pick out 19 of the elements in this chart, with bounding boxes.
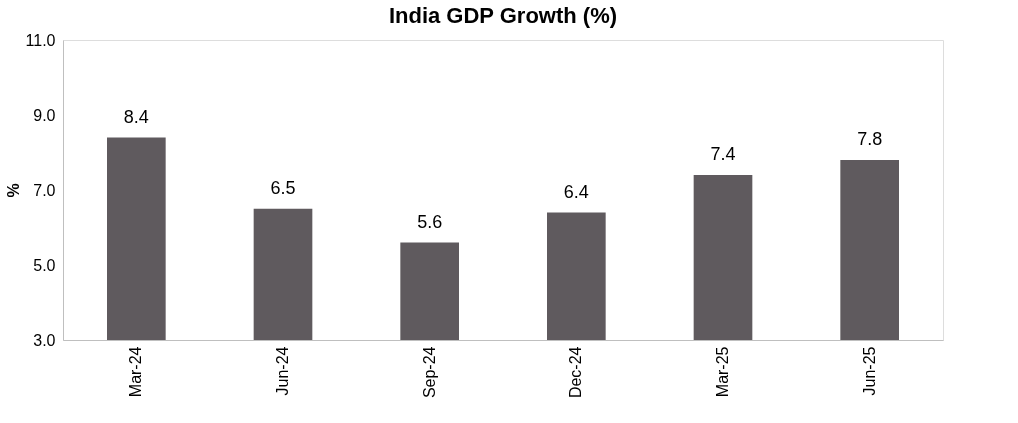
y-axis-title: %	[4, 183, 22, 198]
x-tick-label: Jun-24	[274, 346, 291, 396]
x-tick-label: Mar-25	[714, 346, 731, 398]
x-tick-label: Sep-24	[420, 346, 438, 399]
data-label: 5.6	[417, 211, 443, 232]
x-tick-label: Jun-25	[860, 346, 878, 396]
chart-title: India GDP Growth (%)	[388, 3, 618, 28]
y-tick-label: 9.0	[33, 106, 56, 124]
data-label: 6.5	[270, 177, 296, 198]
x-tick-label: Mar-24	[127, 346, 145, 398]
data-label: 7.8	[857, 129, 883, 149]
data-label: 8.4	[123, 106, 149, 127]
y-tick-label: 5.0	[33, 256, 56, 274]
data-label: 7.4	[710, 144, 736, 164]
data-label: 6.4	[563, 181, 589, 202]
y-tick-label: 7.0	[33, 181, 56, 199]
y-tick-label: 3.0	[33, 331, 56, 349]
x-tick-label: Dec-24	[567, 346, 585, 399]
y-tick-label: 11.0	[25, 31, 56, 49]
